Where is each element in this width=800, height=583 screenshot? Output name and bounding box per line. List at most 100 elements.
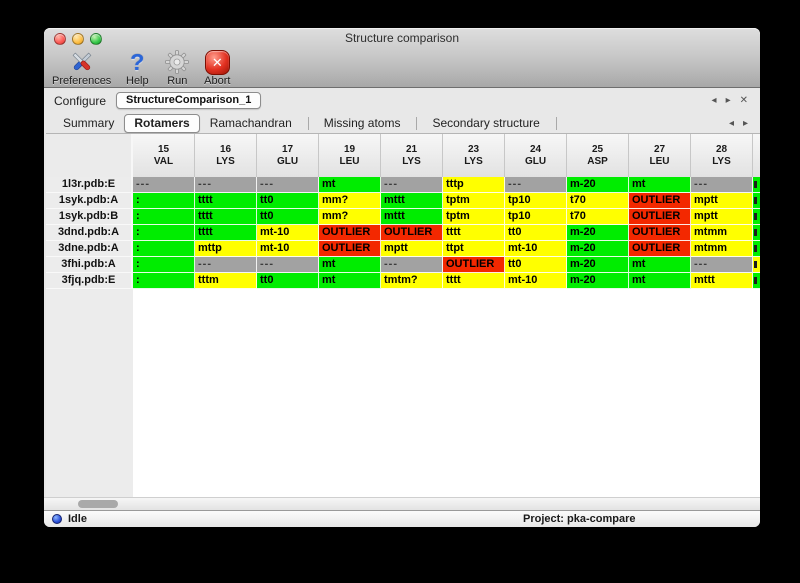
config-close-icon[interactable]: ✕ [739,95,748,106]
rotamer-cell-21[interactable]: mptt [381,241,443,257]
rotamer-cell-15[interactable]: : [133,257,195,273]
rotamer-cell-15[interactable]: : [133,193,195,209]
rotamer-cell-27[interactable]: mt [629,273,691,289]
rotamer-cell-19[interactable]: mt [319,177,381,193]
rotamer-cell-17[interactable]: mt-10 [257,241,319,257]
rotamer-cell-16[interactable]: --- [195,257,257,273]
rotamer-cell-25[interactable]: m-20 [567,273,629,289]
rotamer-cell-25[interactable]: m-20 [567,177,629,193]
rotamer-cell-27[interactable]: OUTLIER [629,209,691,225]
rotamer-cell-24[interactable]: tp10 [505,209,567,225]
column-header-21[interactable]: 21 LYS [381,134,443,177]
rotamer-cell-16[interactable]: --- [195,177,257,193]
rotamer-cell-19[interactable]: mm? [319,209,381,225]
rotamer-cell-23[interactable]: tttt [443,273,505,289]
rotamer-cell-28[interactable]: mtmm [691,225,753,241]
zoom-window-button[interactable] [90,33,102,45]
row-label[interactable]: 1syk.pdb:A [46,193,133,209]
rotamer-cell-25[interactable]: m-20 [567,225,629,241]
preferences-button[interactable]: Preferences [52,48,111,87]
rotamer-cell-15[interactable]: : [133,209,195,225]
rotamer-cell-21[interactable]: tmtm? [381,273,443,289]
row-label[interactable]: 3fjq.pdb:E [46,273,133,289]
rotamer-cell-28[interactable]: mtmm [691,241,753,257]
rotamer-cell-23[interactable]: tptm [443,209,505,225]
rotamer-cell-15[interactable]: --- [133,177,195,193]
rotamer-cell-21[interactable]: --- [381,257,443,273]
rotamer-cell-16[interactable]: mttp [195,241,257,257]
rotamer-cell-25[interactable]: t70 [567,193,629,209]
rotamer-cell-21[interactable]: OUTLIER [381,225,443,241]
row-label[interactable]: 1syk.pdb:B [46,209,133,225]
rotamer-cell-17[interactable]: tt0 [257,273,319,289]
config-nav-forward-icon[interactable]: ▸ [725,95,731,106]
rotamer-cell-15[interactable]: : [133,225,195,241]
rotamer-cell-24[interactable]: mt-10 [505,273,567,289]
rotamer-cell-28[interactable]: --- [691,257,753,273]
horizontal-scrollbar[interactable] [44,497,760,510]
horizontal-scrollbar-thumb[interactable] [78,500,118,508]
rotamer-cell-16[interactable]: tttt [195,193,257,209]
abort-button[interactable]: Abort [203,48,231,87]
rotamer-cell-21[interactable]: mttt [381,209,443,225]
column-header-15[interactable]: 15 VAL [133,134,195,177]
titlebar[interactable]: Structure comparison [44,28,760,49]
tab-secondary-structure[interactable]: Secondary structure [432,115,540,130]
tab-rotamers[interactable]: Rotamers [124,113,200,133]
rotamer-cell-23[interactable]: OUTLIER [443,257,505,273]
rotamer-cell-27[interactable]: mt [629,257,691,273]
column-header-17[interactable]: 17 GLU [257,134,319,177]
rotamer-cell-27[interactable]: OUTLIER [629,225,691,241]
rotamer-cell-17[interactable]: mt-10 [257,225,319,241]
rotamer-cell-25[interactable]: m-20 [567,257,629,273]
tab-ramachandran[interactable]: Ramachandran [209,115,292,130]
rotamer-cell-16[interactable]: tttm [195,273,257,289]
config-tab-structurecomparison-1[interactable]: StructureComparison_1 [116,92,262,109]
rotamer-cell-17[interactable]: tt0 [257,193,319,209]
column-header-25[interactable]: 25 ASP [567,134,629,177]
rotamer-cell-17[interactable]: --- [257,177,319,193]
column-header-16[interactable]: 16 LYS [195,134,257,177]
rotamer-cell-19[interactable]: OUTLIER [319,225,381,241]
rotamer-cell-21[interactable]: --- [381,177,443,193]
rotamer-cell-17[interactable]: --- [257,257,319,273]
rotamer-cell-28[interactable]: --- [691,177,753,193]
tab-missing-atoms[interactable]: Missing atoms [323,115,401,130]
rotamer-cell-28[interactable]: mptt [691,209,753,225]
column-header-23[interactable]: 23 LYS [443,134,505,177]
rotamer-cell-23[interactable]: tptm [443,193,505,209]
rotamer-cell-19[interactable]: mt [319,273,381,289]
rotamer-cell-28[interactable]: mttt [691,273,753,289]
column-header-19[interactable]: 19 LEU [319,134,381,177]
help-button[interactable]: ? Help [123,48,151,87]
rotamer-cell-19[interactable]: mm? [319,193,381,209]
rotamer-cell-24[interactable]: mt-10 [505,241,567,257]
rotamer-cell-15[interactable]: : [133,273,195,289]
rotamer-cell-23[interactable]: ttpt [443,241,505,257]
minimize-window-button[interactable] [72,33,84,45]
row-label[interactable]: 3fhi.pdb:A [46,257,133,273]
run-button[interactable]: Run [163,48,191,87]
rotamer-cell-24[interactable]: tp10 [505,193,567,209]
rotamer-cell-25[interactable]: t70 [567,209,629,225]
config-nav-back-icon[interactable]: ◂ [711,95,717,106]
tab-summary[interactable]: Summary [63,115,115,130]
close-window-button[interactable] [54,33,66,45]
column-header-27[interactable]: 27 LEU [629,134,691,177]
row-label[interactable]: 1l3r.pdb:E [46,177,133,193]
row-label[interactable]: 3dne.pdb:A [46,241,133,257]
tab-nav-back-icon[interactable]: ◂ [728,117,734,129]
rotamer-cell-24[interactable]: --- [505,177,567,193]
rotamer-cell-23[interactable]: tttt [443,225,505,241]
rotamer-cell-28[interactable]: mptt [691,193,753,209]
row-label[interactable]: 3dnd.pdb:A [46,225,133,241]
rotamer-cell-19[interactable]: mt [319,257,381,273]
rotamer-cell-21[interactable]: mttt [381,193,443,209]
rotamer-cell-27[interactable]: mt [629,177,691,193]
column-header-28[interactable]: 28 LYS [691,134,753,177]
rotamer-cell-23[interactable]: tttp [443,177,505,193]
rotamer-cell-16[interactable]: tttt [195,209,257,225]
rotamer-cell-24[interactable]: tt0 [505,257,567,273]
column-header-24[interactable]: 24 GLU [505,134,567,177]
rotamer-cell-27[interactable]: OUTLIER [629,193,691,209]
